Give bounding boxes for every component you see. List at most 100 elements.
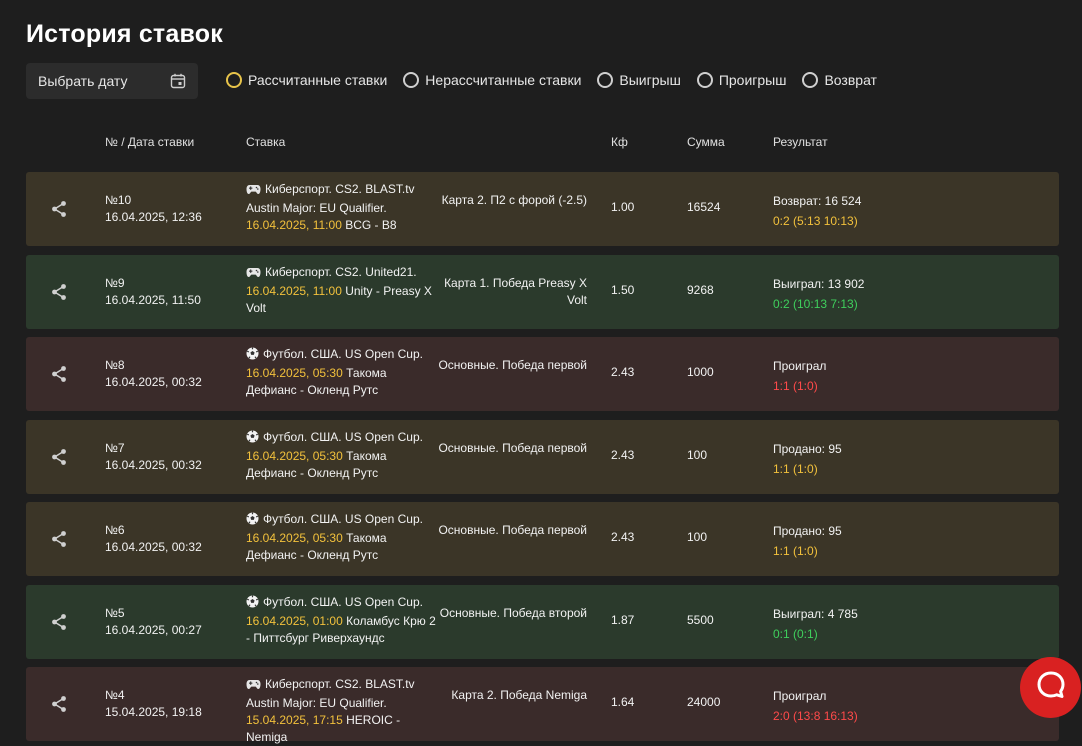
result-status: Продано: 95 (773, 441, 842, 456)
event-time: 16.04.2025, 11:00 (246, 218, 342, 232)
bet-result: Выиграл: 13 902 0:2 (10:13 7:13) (773, 274, 864, 314)
result-status: Возврат: 16 524 (773, 194, 862, 208)
bet-event: Киберспорт. CS2. BLAST.tv Austin Major: … (246, 181, 436, 234)
bet-event: Футбол. США. US Open Cup. 16.04.2025, 01… (246, 594, 436, 647)
filter-option[interactable]: Возврат (802, 72, 877, 88)
bet-number-date: №6 16.04.2025, 00:32 (105, 522, 202, 556)
table-row[interactable]: №10 16.04.2025, 12:36 Киберспорт. CS2. BLA… (26, 172, 1059, 246)
date-picker-label: Выбрать дату (38, 73, 128, 89)
bet-event: Футбол. США. US Open Cup. 16.04.2025, 05… (246, 346, 436, 399)
bet-market: Основные. Победа второй (439, 605, 587, 620)
result-status: Выиграл: 4 785 (773, 606, 858, 621)
bet-sum: 100 (687, 530, 708, 544)
chat-bubble-icon (1036, 670, 1066, 705)
bet-date: 15.04.2025, 19:18 (105, 705, 202, 719)
bet-number-date: №7 16.04.2025, 00:32 (105, 440, 202, 474)
calendar-icon (170, 73, 186, 92)
bet-sum: 1000 (687, 365, 714, 379)
bet-filters: Рассчитанные ставки Нерассчитанные ставки… (226, 72, 893, 88)
share-icon[interactable] (50, 530, 68, 551)
event-time: 16.04.2025, 05:30 (246, 448, 343, 463)
bet-market: Основные. Победа первой (438, 358, 587, 372)
event-time: 16.04.2025, 11:00 (246, 283, 342, 298)
bet-coef: 2.43 (611, 365, 635, 379)
table-row[interactable]: №9 16.04.2025, 11:50 Киберспорт. CS2. Unit… (26, 254, 1059, 329)
bet-coef: 1.64 (611, 695, 635, 709)
bet-event: Футбол. США. US Open Cup. 16.04.2025, 05… (246, 511, 436, 564)
bet-event: Киберспорт. CS2. United21. 16.04.2025, 1… (246, 264, 436, 317)
event-name: Футбол. США. US Open Cup. (263, 594, 423, 609)
table-row[interactable]: №8 16.04.2025, 00:32 Футбол. США. US Open … (26, 337, 1059, 411)
result-status: Выиграл: 13 902 (773, 276, 865, 291)
bet-date: 16.04.2025, 00:32 (105, 375, 202, 389)
bet-market: Карта 2. П2 с форой (-2.5) (441, 193, 587, 207)
chat-button[interactable] (1020, 657, 1081, 718)
radio-icon[interactable] (597, 72, 614, 88)
share-icon[interactable] (50, 283, 68, 304)
share-icon[interactable] (50, 365, 68, 386)
bet-number-date: №8 16.04.2025, 00:32 (105, 357, 202, 391)
bet-date: 16.04.2025, 00:32 (105, 457, 202, 472)
soccer-ball-icon (246, 347, 259, 365)
event-name: Футбол. США. US Open Cup. (263, 347, 423, 361)
bet-date: 16.04.2025, 11:50 (105, 292, 201, 307)
column-header-sum: Сумма (687, 135, 725, 149)
bet-coef: 2.43 (611, 530, 635, 544)
event-teams: Такома Дефианс - Окленд Рутс (246, 531, 387, 562)
result-score: 0:2 (5:13 10:13) (773, 214, 858, 228)
result-score: 0:2 (10:13 7:13) (773, 296, 858, 311)
filter-option[interactable]: Проигрыш (696, 72, 787, 88)
event-teams: Коламбус Крю 2 - Питтсбург Риверхаундс (246, 613, 436, 645)
bet-number-date: №9 16.04.2025, 11:50 (105, 275, 201, 309)
soccer-ball-icon (246, 512, 259, 530)
page-title: История ставок (26, 20, 223, 48)
filter-label: Нерассчитанные ставки (425, 72, 582, 88)
column-header-number-date: № / Дата ставки (105, 135, 195, 149)
event-teams: BCG - B8 (345, 218, 397, 232)
table-row[interactable]: №7 16.04.2025, 00:32 Футбол. США. US Open … (26, 419, 1059, 494)
bet-result: Продано: 95 1:1 (1:0) (773, 439, 842, 479)
table-row[interactable]: №5 16.04.2025, 00:27 Футбол. США. US Open … (26, 584, 1059, 659)
radio-icon[interactable] (403, 72, 420, 88)
share-icon[interactable] (50, 695, 68, 716)
bet-number: №9 (105, 275, 125, 290)
result-score: 1:1 (1:0) (773, 544, 818, 558)
table-row[interactable]: №4 15.04.2025, 19:18 Киберспорт. CS2. BLAS… (26, 667, 1059, 744)
bet-number: №10 (105, 193, 132, 207)
bet-number-date: №5 16.04.2025, 00:27 (105, 605, 202, 639)
table-row[interactable]: №6 16.04.2025, 00:32 Футбол. США. US Open … (26, 502, 1059, 576)
bet-market: Карта 1. Победа Preasy X Volt (444, 275, 587, 307)
gamepad-icon (246, 678, 261, 695)
bet-number: №4 (105, 688, 125, 702)
filter-option[interactable]: Нерассчитанные ставки (403, 72, 581, 88)
bet-coef: 1.50 (611, 282, 635, 297)
share-icon[interactable] (50, 448, 68, 469)
share-icon[interactable] (50, 200, 68, 221)
bet-sum: 24000 (687, 695, 721, 709)
table-header: № / Дата ставки Ставка Кф Сумма Результа… (0, 135, 1082, 151)
event-name: Киберспорт. CS2. BLAST.tv Austin Major: … (246, 182, 415, 215)
result-status: Проиграл (773, 689, 827, 703)
result-score: 2:0 (13:8 16:13) (773, 709, 858, 723)
gamepad-icon (246, 266, 261, 283)
filter-option[interactable]: Рассчитанные ставки (226, 72, 387, 88)
bet-result: Проиграл 2:0 (13:8 16:13) (773, 686, 858, 726)
bet-result: Продано: 95 1:1 (1:0) (773, 521, 842, 561)
filter-label: Проигрыш (718, 72, 787, 88)
bet-date: 16.04.2025, 00:27 (105, 622, 202, 637)
bet-event: Киберспорт. CS2. BLAST.tv Austin Major: … (246, 676, 436, 746)
event-name: Футбол. США. US Open Cup. (263, 429, 423, 444)
bet-sum: 5500 (687, 612, 714, 627)
radio-icon[interactable] (226, 72, 242, 88)
event-name: Киберспорт. CS2. United21. (265, 264, 417, 279)
event-teams: Такома Дефианс - Окленд Рутс (246, 366, 387, 397)
filter-option[interactable]: Выигрыш (597, 72, 681, 88)
share-icon[interactable] (50, 613, 68, 634)
date-picker[interactable]: Выбрать дату (26, 63, 198, 99)
bet-coef: 1.00 (611, 200, 635, 214)
bet-coef: 2.43 (611, 447, 635, 462)
radio-icon[interactable] (696, 72, 713, 88)
bet-number: №7 (105, 440, 125, 455)
bet-sum: 9268 (687, 282, 714, 297)
radio-icon[interactable] (802, 72, 819, 88)
